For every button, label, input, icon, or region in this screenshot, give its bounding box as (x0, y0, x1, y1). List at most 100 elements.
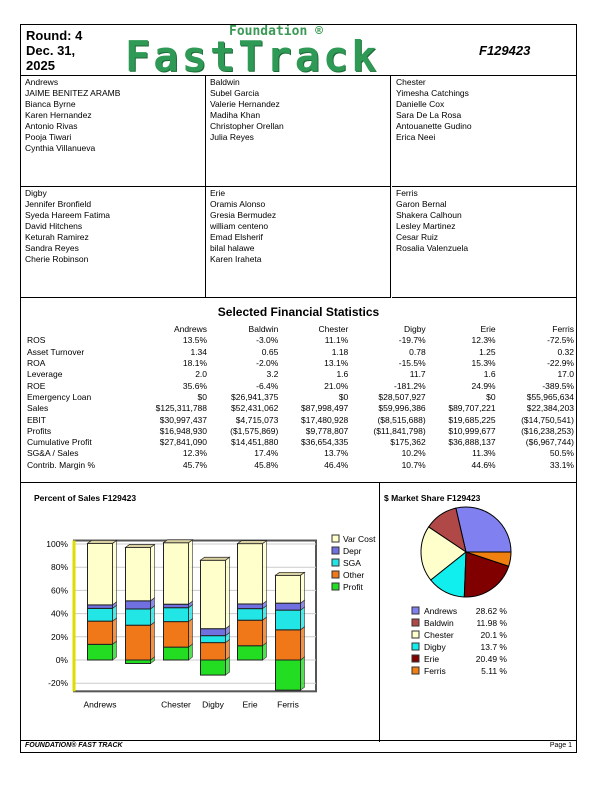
bar-segment-sga (237, 608, 263, 621)
team-member: Emad Elsherif (210, 232, 263, 242)
table-cell: 1.18 (331, 346, 349, 357)
bar-side (262, 539, 267, 605)
table-cell: $22,384,203 (526, 403, 574, 414)
column-header: Digby (403, 324, 426, 335)
team-name: Ferris (396, 188, 418, 198)
table-row: EBIT $30,997,437 $4,715,073 $17,480,928 ($8,… (21, 414, 574, 425)
table-cell: 1.34 (190, 346, 208, 357)
legend-label: Var Cost (343, 534, 376, 544)
team-name: Erie (210, 188, 226, 198)
pie-slice-erie (463, 551, 510, 598)
bar-segment-var-cost (275, 574, 301, 604)
team-member: Gresia Bermudez (210, 210, 277, 220)
table-cell: 12.3% (182, 448, 208, 459)
bar-top (124, 544, 156, 548)
table-cell: ($1,575,869) (230, 425, 279, 436)
row-label: Leverage (27, 369, 63, 380)
legend-label: Erie (424, 654, 439, 664)
team-member: Julia Reyes (210, 132, 254, 142)
bar-side (262, 616, 267, 647)
row-label: SG&A / Sales (27, 448, 79, 459)
bar-segment-other (275, 629, 301, 661)
table-row: Emergency Loan $0 $26,941,375 $0 $28,507,927… (21, 392, 574, 403)
column-header: Andrews (173, 324, 208, 335)
y-tick-label: 60% (51, 585, 68, 595)
legend-value: 28.62 % (476, 606, 508, 616)
legend-value: 13.7 % (481, 642, 508, 652)
x-tick-label: Erie (242, 699, 257, 709)
row-label: ROA (27, 358, 46, 369)
team-name: Chester (396, 77, 426, 87)
bar-side (300, 626, 305, 661)
table-cell: $17,480,928 (301, 414, 349, 425)
bar-segment-sga (125, 608, 151, 626)
table-cell: 33.1% (549, 459, 574, 470)
team-member: Rosalia Valenzuela (396, 243, 469, 253)
legend-swatch (411, 654, 420, 663)
team-member: Jennifer Bronfield (25, 199, 92, 209)
legend-value: 5.11 % (481, 666, 507, 676)
table-cell: -15.5% (398, 358, 426, 369)
y-tick-label: 20% (51, 632, 68, 642)
table-row: Sales $125,311,788 $52,431,062 $87,998,497 $… (21, 403, 574, 414)
bar-segment-sga (163, 607, 189, 623)
row-label: EBIT (27, 414, 46, 425)
charts-section: Percent of Sales F129423 $ Market Share … (21, 482, 576, 742)
legend-value: 11.98 % (476, 618, 507, 628)
team-box-erie: Erie Oramis Alonso Gresia Bermudez william … (206, 187, 391, 298)
logo-foundation: Foundation ® (229, 25, 323, 39)
table-cell: -3.0% (256, 335, 279, 346)
table-cell: 45.7% (182, 459, 208, 470)
stats-title: Selected Financial Statistics (217, 305, 380, 319)
table-cell: $175,362 (390, 437, 426, 448)
team-box-ferris: Ferris Garon Bernal Shakera Calhoun Lesley … (392, 187, 576, 298)
bar-segment-profit (163, 646, 189, 661)
table-cell: $52,431,062 (231, 403, 279, 414)
bar-segment-depr (200, 628, 226, 637)
team-member: Madiha Khan (210, 110, 261, 120)
table-cell: 13.1% (324, 358, 349, 369)
bar-segment-profit (125, 659, 151, 664)
report-id: F129423 (479, 43, 531, 58)
team-member: Oramis Alonso (210, 199, 266, 209)
legend-label: Chester (424, 630, 454, 640)
legend-label: Andrews (424, 606, 457, 616)
table-cell: $4,715,073 (235, 414, 279, 425)
bar-segment-depr (87, 604, 113, 609)
bar-top (199, 556, 231, 561)
table-cell: $14,451,880 (231, 437, 279, 448)
y-tick-label: -20% (48, 678, 68, 688)
pie-chart-title: $ Market Share F129423 (384, 493, 481, 503)
table-row: Cumulative Profit $27,841,090 $14,451,880 $… (21, 437, 574, 448)
legend-label: SGA (343, 558, 361, 568)
bar-segment-var-cost (125, 546, 151, 602)
bar-segment-depr (125, 600, 151, 610)
table-cell: 17.4% (254, 448, 279, 459)
percent-of-sales-chart: 100% 80% 60% 40% 20% 0% -20% Andrews Chester Digb… (46, 534, 376, 709)
legend-label: Baldwin (424, 618, 454, 628)
table-cell: -389.5% (542, 380, 574, 391)
table-cell: 10.7% (401, 459, 426, 470)
bar-segment-profit (237, 645, 263, 661)
column-header: Ferris (552, 324, 574, 335)
table-cell: 45.8% (254, 459, 279, 470)
table-cell: 0.65 (261, 346, 279, 357)
bar-side (188, 617, 193, 648)
round-label: Round: 4 (26, 28, 83, 43)
team-member: JAIME BENITEZ ARAMB (25, 88, 121, 98)
table-cell: 24.9% (471, 380, 496, 391)
table-cell: $59,996,386 (378, 403, 426, 414)
table-cell: ($8,515,688) (377, 414, 426, 425)
team-member: Cesar Ruiz (396, 232, 439, 242)
table-cell: 1.6 (336, 369, 349, 380)
team-member: Sara De La Rosa (396, 110, 462, 120)
row-label: Emergency Loan (27, 391, 92, 402)
table-cell: ($14,750,541) (521, 414, 574, 425)
bar-segment-other (200, 642, 226, 661)
column-header (21, 324, 131, 335)
table-cell: -6.4% (256, 380, 279, 391)
bar-side (150, 543, 155, 602)
y-tick-label: 80% (51, 562, 68, 572)
financial-stats-table: Andrews Baldwin Chester Digby Erie Ferris ROS 1… (21, 324, 574, 471)
table-cell: -72.5% (547, 335, 574, 346)
